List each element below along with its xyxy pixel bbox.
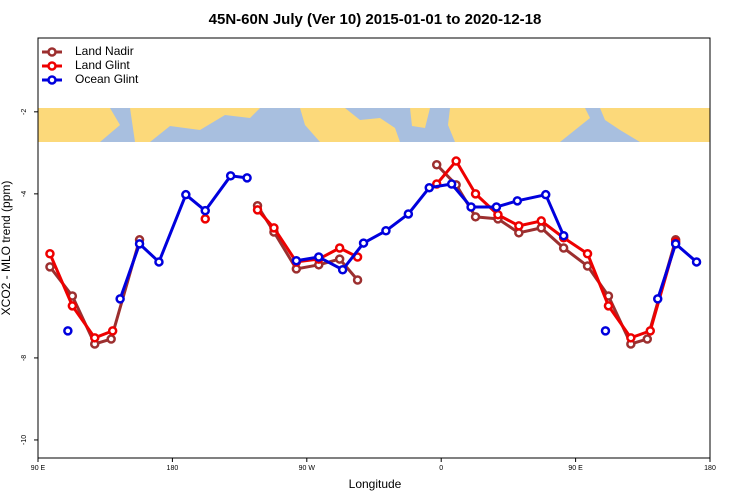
plot-frame	[37, 37, 711, 459]
series-point	[424, 182, 435, 193]
series-point	[582, 248, 593, 259]
series-point	[252, 205, 263, 215]
x-tick-label: 180	[704, 465, 716, 472]
series-point	[45, 248, 55, 259]
legend-marker	[47, 61, 57, 71]
series-point	[493, 210, 503, 220]
series-point	[451, 156, 461, 166]
series-line	[48, 239, 141, 346]
series-point	[45, 262, 55, 272]
series-point	[536, 216, 547, 226]
series-point	[645, 326, 656, 336]
series-line	[435, 159, 678, 340]
x-tick-label: 90 E	[568, 465, 583, 472]
series-point	[134, 239, 145, 249]
series-point	[269, 223, 279, 233]
series-point	[67, 301, 78, 311]
series-point	[334, 243, 345, 253]
series-point	[691, 257, 702, 267]
series-point	[558, 230, 569, 241]
series-point	[626, 333, 636, 343]
series-point	[242, 173, 252, 183]
series-point	[200, 214, 211, 224]
series-point	[107, 326, 118, 336]
series-point	[358, 238, 369, 248]
y-tick-label: -8	[21, 355, 28, 361]
series-point	[540, 189, 551, 200]
series-point	[200, 205, 211, 216]
series-point	[63, 326, 73, 336]
series-point	[466, 202, 476, 212]
series-point	[512, 196, 523, 206]
x-axis-label: Longitude	[349, 477, 402, 491]
series-point	[381, 226, 391, 236]
series-point	[115, 294, 125, 304]
legend-label: Land Glint	[75, 58, 130, 72]
series-point	[652, 294, 663, 304]
series-point	[334, 254, 345, 264]
legend-marker	[47, 75, 57, 85]
series-line	[48, 253, 114, 340]
series-point	[642, 334, 653, 344]
series-point	[181, 189, 191, 200]
series-point	[291, 255, 302, 266]
legend-label: Ocean Glint	[75, 72, 139, 86]
series-point	[89, 333, 100, 343]
series-point	[470, 189, 481, 199]
series-point	[403, 209, 414, 219]
y-tick-label: -10	[21, 435, 28, 445]
y-tick-label: -2	[21, 109, 28, 115]
series-point	[337, 264, 348, 275]
y-axis-label: XCO2 - MLO trend (ppm)	[0, 181, 13, 316]
series-point	[491, 202, 502, 212]
series-point	[313, 252, 324, 262]
chart-title: 45N-60N July (Ver 10) 2015-01-01 to 2020…	[209, 11, 542, 28]
series-point	[225, 171, 236, 181]
legend-marker	[47, 47, 57, 57]
series-point	[352, 275, 363, 285]
series-point	[446, 179, 457, 189]
y-tick-label: -4	[21, 191, 28, 197]
x-tick-label: 180	[167, 465, 179, 472]
series-point	[470, 212, 481, 222]
legend-label: Land Nadir	[75, 44, 134, 58]
series-point	[603, 301, 614, 311]
series-point	[600, 326, 611, 336]
series-point	[558, 243, 569, 253]
x-tick-label: 90 W	[299, 465, 316, 472]
series-line	[656, 242, 698, 300]
x-tick-label: 90 E	[31, 465, 46, 472]
series-point	[154, 257, 164, 267]
series-point	[670, 239, 681, 249]
series-point	[514, 221, 524, 231]
x-tick-label: 0	[439, 465, 443, 472]
series-point	[106, 334, 116, 344]
series-point	[431, 159, 442, 170]
map-strip	[38, 108, 710, 142]
